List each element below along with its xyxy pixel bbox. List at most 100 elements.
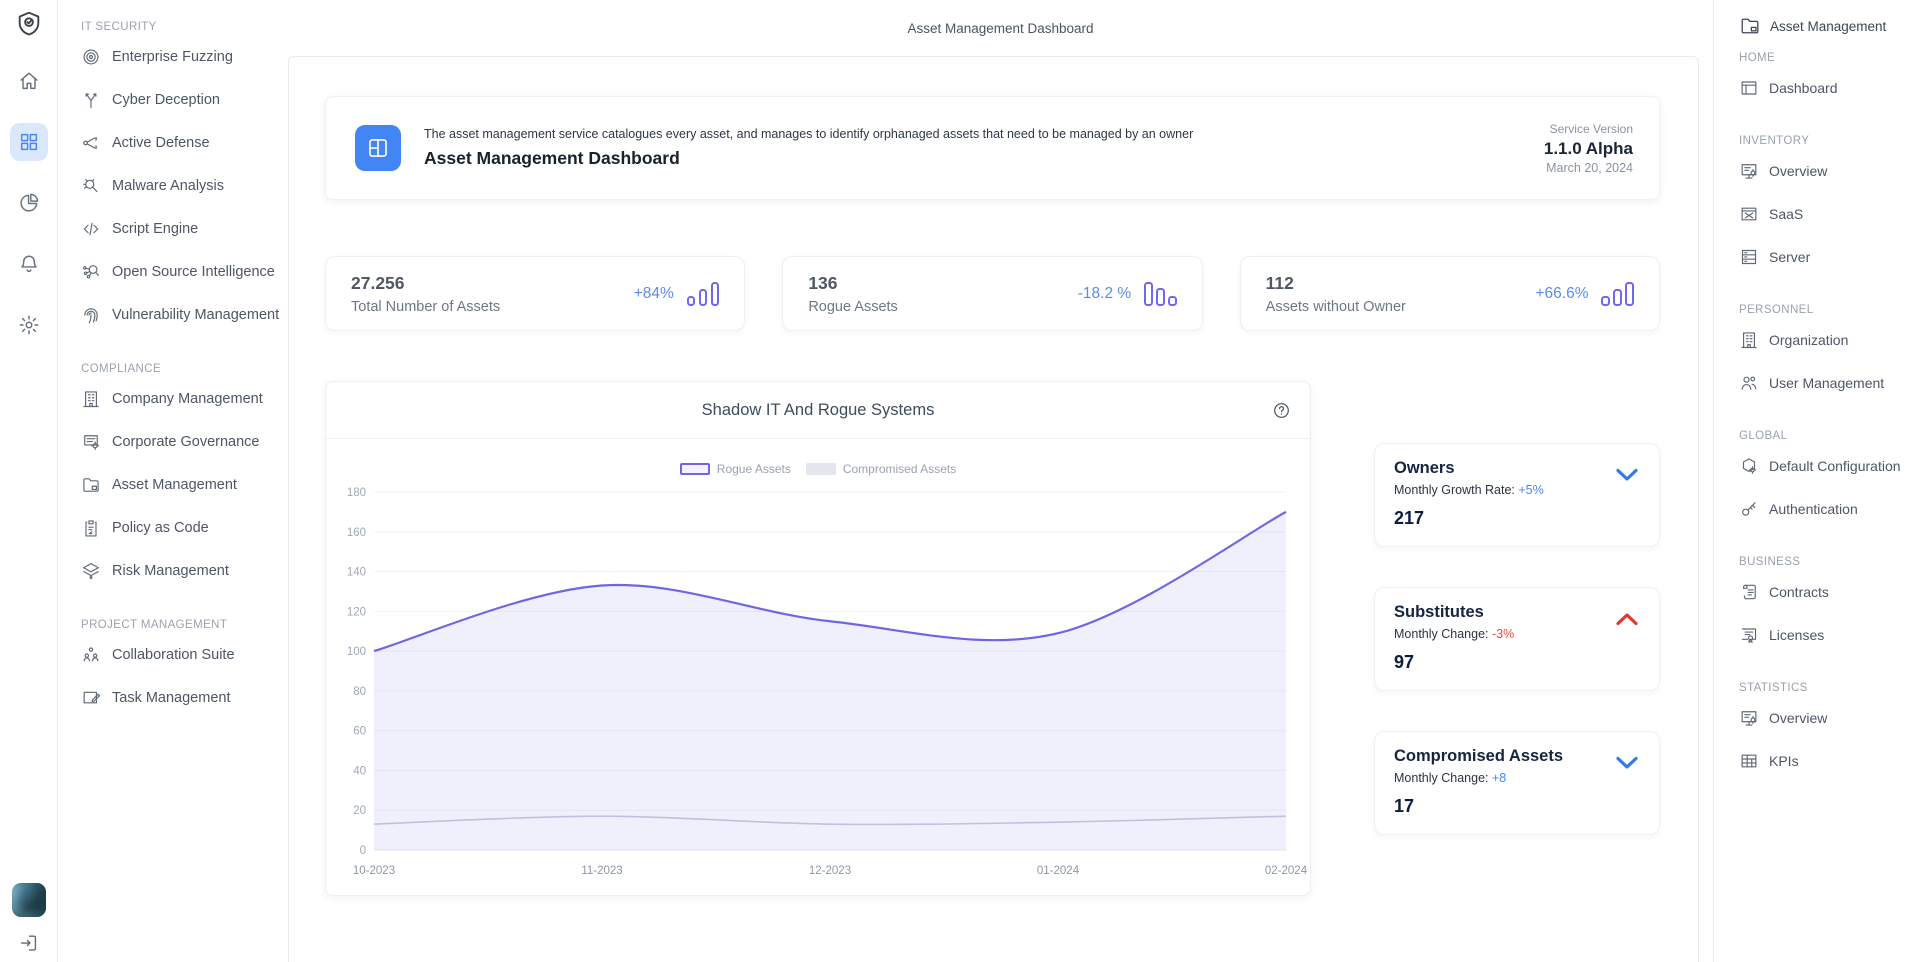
sidebar-item-task-management[interactable]: Task Management (81, 676, 278, 719)
branch-icon (81, 90, 101, 110)
sidebar-item-overview[interactable]: Overview (1739, 696, 1914, 739)
code-icon (81, 219, 101, 239)
sidebar-item-active-defense[interactable]: Active Defense (81, 121, 278, 164)
stat-label: Rogue Assets (808, 298, 898, 315)
sidebar-item-overview[interactable]: Overview (1739, 149, 1914, 192)
stat-label: Assets without Owner (1265, 298, 1406, 315)
rail-dashboard-button[interactable] (9, 123, 48, 161)
sidebar-item-malware-analysis[interactable]: Malware Analysis (81, 164, 278, 207)
fingerprint-icon (81, 305, 101, 325)
sidebar-item-kpis[interactable]: KPIs (1739, 739, 1914, 782)
screen-gear-icon (1739, 708, 1759, 728)
stat-value: 112 (1265, 272, 1294, 293)
sidebar-item-corporate-governance[interactable]: Corporate Governance (81, 420, 278, 463)
question-circle-icon[interactable] (1272, 401, 1291, 420)
sidebar-item-saas[interactable]: SaaS (1739, 192, 1914, 235)
page-title: Asset Management Dashboard (907, 20, 1094, 36)
sidebar-item-policy-as-code[interactable]: Policy as Code (81, 506, 278, 549)
service-version-block: Service Version 1.1.0 Alpha March 20, 20… (1544, 122, 1633, 175)
svg-text:100: 100 (347, 646, 366, 658)
sidebar-item-vulnerability-management[interactable]: Vulnerability Management (81, 293, 279, 336)
stat-value: 27.256 (351, 272, 405, 293)
sidebar-item-collaboration-suite[interactable]: Collaboration Suite (81, 633, 278, 676)
summary-sub-value: -3% (1491, 627, 1515, 641)
shadow-it-chart: 0 20 40 60 80 100 120 140 160 180 10-2023 11-2023 12… (326, 476, 1310, 878)
svg-text:180: 180 (347, 487, 366, 499)
share-icon (81, 133, 101, 153)
dashboard-panel: The asset management service catalogues … (288, 56, 1699, 962)
stat-delta: +84% (633, 284, 674, 302)
svg-text:20: 20 (353, 805, 366, 817)
sidebar-item-script-engine[interactable]: Script Engine (81, 207, 278, 250)
icon-rail (0, 0, 58, 962)
users-icon (1739, 373, 1759, 393)
summary-value: 17 (1394, 796, 1415, 816)
summary-card-owners: Owners Monthly Growth Rate: +5% 217 (1374, 443, 1660, 547)
hex-gear-icon (1739, 456, 1759, 476)
sidebar-item-dashboard[interactable]: Dashboard (1739, 66, 1914, 109)
stats-row: 27.256 Total Number of Assets +84% 136 R… (325, 256, 1660, 331)
svg-text:40: 40 (353, 765, 366, 777)
summary-sub-value: +8 (1491, 771, 1507, 785)
chevron-up-icon[interactable] (1615, 612, 1639, 626)
gear-icon (18, 314, 40, 336)
bars-up-icon (1601, 281, 1634, 306)
summary-sub-label: Monthly Growth Rate: (1394, 483, 1519, 497)
sidebar-item-contracts[interactable]: Contracts (1739, 570, 1914, 613)
sidebar-item-licenses[interactable]: Licenses (1739, 613, 1914, 656)
right-sidebar: Asset Management HOME Dashboard INVENTOR… (1713, 0, 1920, 962)
summary-cards: Owners Monthly Growth Rate: +5% 217 Subs… (1374, 381, 1660, 896)
building-icon (81, 389, 101, 409)
grid-icon (18, 131, 40, 153)
svg-text:80: 80 (353, 686, 366, 698)
sidebar-item-user-management[interactable]: User Management (1739, 361, 1914, 404)
chart-legend: Rogue Assets Compromised Assets (326, 462, 1310, 476)
summary-title: Substitutes (1394, 603, 1484, 621)
version-date: March 20, 2024 (1546, 160, 1633, 175)
sidebar-item-organization[interactable]: Organization (1739, 318, 1914, 361)
sidebar-item-cyber-deception[interactable]: Cyber Deception (81, 78, 278, 121)
edit-board-icon (81, 688, 101, 708)
sidebar-item-asset-management[interactable]: Asset Management (81, 463, 278, 506)
svg-text:02-2024: 02-2024 (1265, 865, 1308, 877)
logout-icon[interactable] (18, 932, 40, 954)
folder-icon (81, 475, 101, 495)
rail-home-button[interactable] (10, 62, 48, 100)
chart-title: Shadow IT And Rogue Systems (701, 400, 935, 419)
key-icon (1739, 499, 1759, 519)
sidebar-item-enterprise-fuzzing[interactable]: Enterprise Fuzzing (81, 35, 278, 78)
rail-analytics-button[interactable] (10, 184, 48, 222)
right-sidebar-app: Asset Management (1739, 15, 1914, 37)
summary-sub-label: Monthly Change: (1394, 771, 1492, 785)
stat-label: Total Number of Assets (351, 298, 501, 315)
legend-swatch-compromised (805, 463, 836, 475)
sidebar-item-company-management[interactable]: Company Management (81, 377, 278, 420)
clipboard-icon (81, 518, 101, 538)
svg-text:0: 0 (360, 845, 366, 857)
user-avatar[interactable] (11, 883, 46, 917)
rail-notifications-button[interactable] (10, 245, 48, 283)
stat-card-assets-without-owner: 112 Assets without Owner +66.6% (1239, 256, 1660, 331)
section-title: GLOBAL (1739, 430, 1788, 442)
certificate-icon (1739, 625, 1759, 645)
sidebar-item-open-source-intelligence[interactable]: Open Source Intelligence (81, 250, 278, 293)
sidebar-item-risk-management[interactable]: Risk Management (81, 549, 278, 592)
chevron-down-icon[interactable] (1615, 468, 1639, 482)
sidebar-item-authentication[interactable]: Authentication (1739, 487, 1914, 530)
service-banner: The asset management service catalogues … (325, 96, 1660, 200)
version-label: Service Version (1549, 121, 1633, 136)
sidebar-item-default-configuration[interactable]: Default Configuration (1739, 444, 1914, 487)
legend-compromised-assets[interactable]: Compromised Assets (805, 462, 956, 476)
window-icon (1739, 78, 1759, 98)
chevron-down-icon[interactable] (1615, 756, 1639, 770)
svg-text:60: 60 (353, 726, 366, 738)
rail-settings-button[interactable] (10, 306, 48, 344)
legend-rogue-assets[interactable]: Rogue Assets (679, 462, 791, 476)
section-title: HOME (1739, 52, 1776, 64)
svg-text:11-2023: 11-2023 (581, 865, 622, 877)
sidebar-item-server[interactable]: Server (1739, 235, 1914, 278)
bars-up-icon (686, 281, 720, 306)
summary-title: Owners (1394, 459, 1455, 477)
version-number: 1.1.0 Alpha (1543, 138, 1633, 158)
shadow-it-chart-card: Shadow IT And Rogue Systems Rogue Assets… (325, 381, 1311, 896)
